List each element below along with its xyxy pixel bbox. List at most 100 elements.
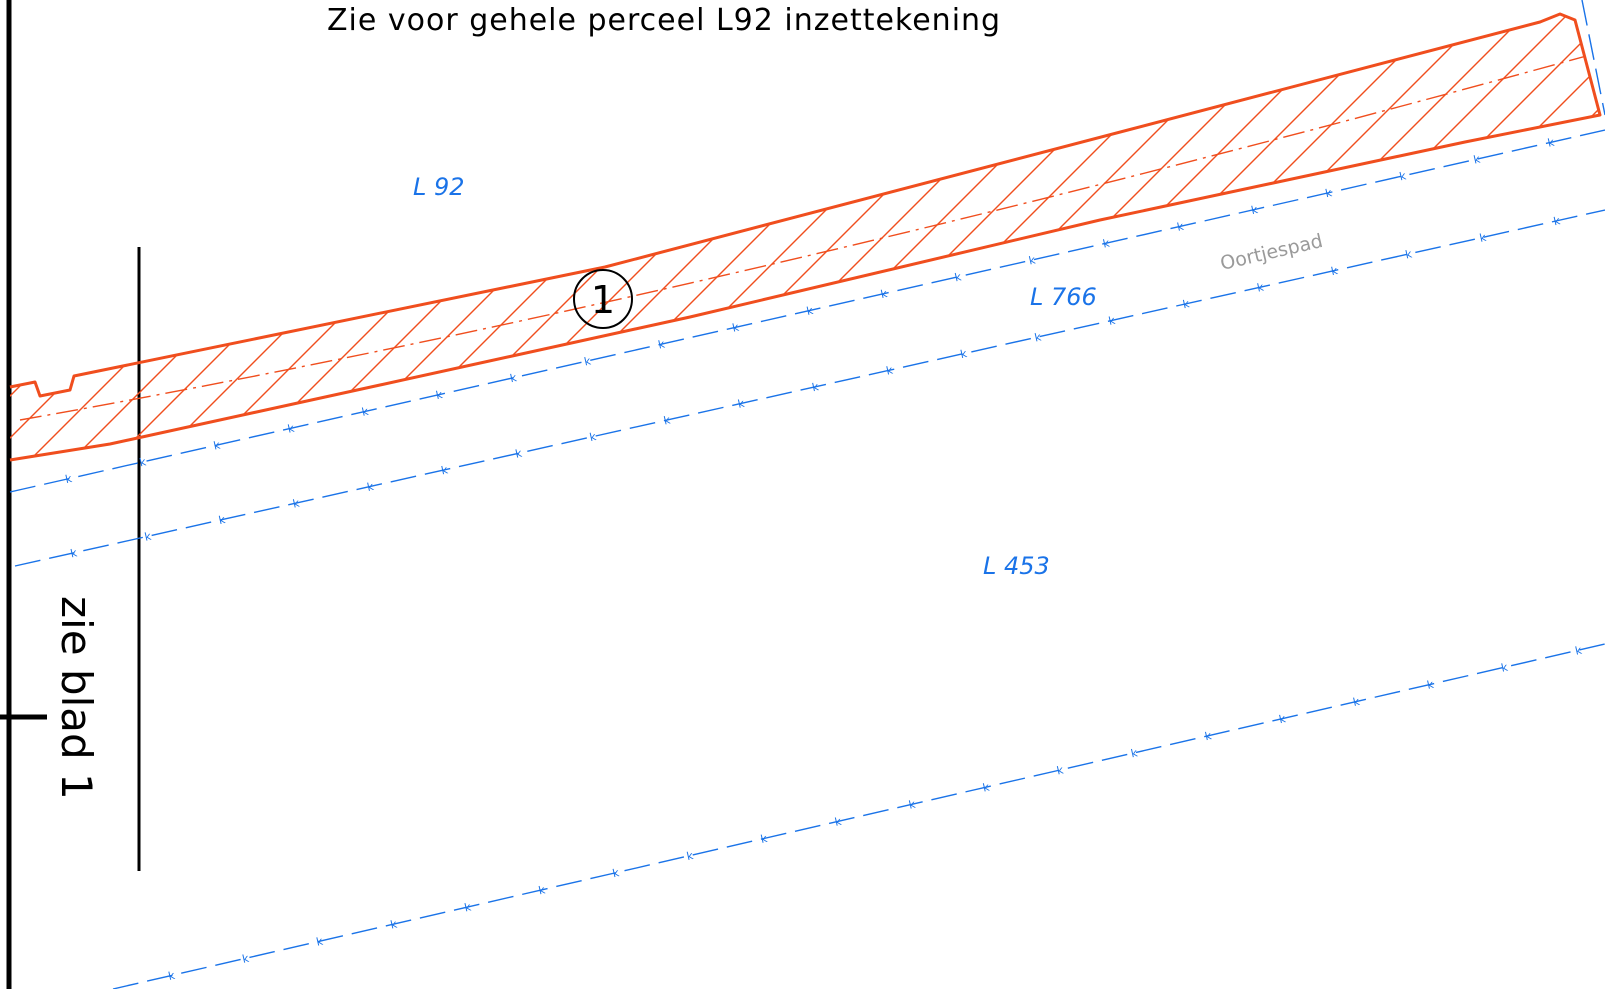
hatch-line (1027, 14, 1499, 460)
hatch-line (775, 14, 1247, 460)
cable-markers: k k k k k k k k k k k k k k k k k k k k k k k k k k k k k k k k k k k k k k k k… (64, 136, 1584, 983)
hatch-line (187, 14, 659, 460)
cable-k-marker: k (1182, 297, 1192, 311)
hatch-line (817, 14, 1289, 460)
cable-k-marker: k (286, 422, 296, 436)
cable-k-marker: k (1426, 678, 1436, 692)
boundary-line (9, 129, 1605, 493)
cable-k-marker: k (833, 815, 843, 829)
cable-k-marker: k (657, 338, 667, 352)
hatch-line (943, 14, 1415, 460)
cable-k-marker: k (1552, 214, 1562, 228)
marker-label: 1 (591, 278, 615, 322)
hatch-line (19, 14, 491, 460)
cable-k-marker: k (1028, 253, 1038, 267)
marker-circle (573, 269, 633, 329)
cable-k-marker: k (1033, 330, 1043, 344)
cable-k-marker: k (1330, 264, 1340, 278)
hatch-line (481, 14, 953, 460)
cable-k-marker: k (389, 917, 399, 931)
hatch-line (607, 14, 1079, 460)
cable-k-marker: k (805, 304, 815, 318)
hatch-line (523, 14, 995, 460)
cable-k-marker: k (435, 388, 445, 402)
hatched-strip (10, 14, 1600, 460)
cable-k-marker: k (1500, 661, 1510, 675)
cable-k-marker: k (588, 430, 598, 444)
cable-k-marker: k (1278, 712, 1288, 726)
cable-k-marker: k (1107, 314, 1117, 328)
hatch-line (103, 14, 575, 460)
hatch-line (229, 14, 701, 460)
cable-k-marker: k (1130, 746, 1140, 760)
cable-k-marker: k (1102, 237, 1112, 251)
hatch-line (10, 14, 239, 460)
hatch-line (985, 14, 1457, 460)
hatch-line (1447, 14, 1600, 460)
cadastral-boundaries (9, 0, 1605, 989)
cable-k-marker: k (167, 969, 177, 983)
hatch-line (439, 14, 911, 460)
hatch-line (565, 14, 1037, 460)
hatch-line (1321, 14, 1600, 460)
hatch-line (1237, 14, 1600, 460)
hatch-line (313, 14, 785, 460)
cable-k-marker: k (662, 413, 672, 427)
cable-k-marker: k (292, 496, 302, 510)
cable-k-marker: k (907, 798, 917, 812)
cable-k-marker: k (685, 849, 695, 863)
cable-k-marker: k (1574, 643, 1584, 657)
parcel-label-l766: L 766 (1030, 283, 1097, 311)
hatch-line (1195, 14, 1600, 460)
cable-k-marker: k (514, 447, 524, 461)
hatch-line (271, 14, 743, 460)
hatch-line (397, 14, 869, 460)
boundary-line (1581, 0, 1605, 116)
cable-k-marker: k (885, 364, 895, 378)
cable-k-marker: k (315, 934, 325, 948)
cable-k-marker: k (1250, 203, 1260, 217)
cable-k-marker: k (509, 371, 519, 385)
hatch-line (1279, 14, 1600, 460)
cable-k-marker: k (69, 546, 79, 560)
cable-k-marker: k (811, 380, 821, 394)
cable-k-marker: k (212, 438, 222, 452)
cable-k-marker: k (241, 952, 251, 966)
strip-centerline (19, 54, 1591, 421)
hatch-line (10, 14, 449, 460)
hatch-line (10, 14, 113, 460)
cable-k-marker: k (611, 866, 621, 880)
cable-k-marker: k (1176, 220, 1186, 234)
cable-k-marker: k (1324, 186, 1334, 200)
cable-k-marker: k (982, 780, 992, 794)
hatch-line (10, 14, 197, 460)
hatch-line (145, 14, 617, 460)
cable-k-marker: k (463, 900, 473, 914)
hatch-line (733, 14, 1205, 460)
hatch-line (1111, 14, 1583, 460)
cable-k-marker: k (1398, 169, 1408, 183)
marker-1: 1 (573, 269, 633, 329)
hatch-line (691, 14, 1163, 460)
cable-k-marker: k (366, 480, 376, 494)
cable-k-marker: k (879, 287, 889, 301)
cable-k-marker: k (361, 405, 371, 419)
parcel-label-l92: L 92 (413, 173, 465, 201)
cable-k-marker: k (583, 354, 593, 368)
boundary-line (14, 209, 1605, 567)
cable-k-marker: k (537, 883, 547, 897)
sheet-reference: zie blad 1 (52, 596, 101, 800)
cable-k-marker: k (737, 397, 747, 411)
parcel-label-l453: L 453 (983, 552, 1050, 580)
cable-k-marker: k (731, 321, 741, 335)
cable-k-marker: k (1478, 231, 1488, 245)
cable-k-marker: k (1546, 136, 1556, 150)
cable-k-marker: k (1204, 729, 1214, 743)
hatch-line (1531, 14, 1600, 460)
cable-k-marker: k (138, 455, 148, 469)
cable-k-marker: k (440, 463, 450, 477)
cable-k-marker: k (759, 832, 769, 846)
cable-k-marker: k (1404, 247, 1414, 261)
cable-k-marker: k (64, 472, 74, 486)
